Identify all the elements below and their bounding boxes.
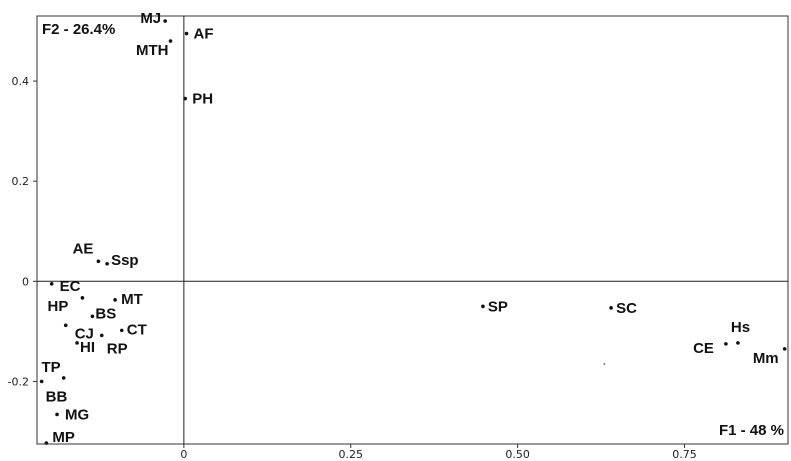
point-label: CT — [127, 321, 147, 338]
data-point — [75, 341, 79, 345]
data-point — [163, 19, 167, 23]
point-label: SC — [616, 300, 637, 317]
y-tick-label: 0.2 — [12, 175, 30, 188]
point-label: CJ — [75, 325, 94, 342]
x-axis-ticks: 0 0.25 0.50 0.75 — [180, 444, 697, 461]
y-axis-title: F2 - 26.4% — [42, 21, 115, 38]
data-point — [113, 298, 117, 302]
data-point — [44, 441, 49, 445]
data-point — [119, 328, 124, 333]
y-axis-ticks: 0.4 0.2 0 -0.2 — [8, 75, 37, 388]
point-label: AE — [73, 240, 94, 257]
point-label: HI — [80, 339, 95, 356]
data-point — [724, 342, 728, 346]
data-point — [168, 39, 173, 43]
point-label: Mm — [753, 350, 779, 367]
data-point — [49, 282, 54, 286]
plot-frame — [36, 15, 789, 445]
data-point — [80, 296, 85, 300]
point-label: CE — [693, 340, 714, 357]
point-label: MJ — [140, 10, 161, 27]
point-label: RP — [107, 340, 128, 357]
point-label: BB — [46, 388, 68, 405]
data-point — [736, 341, 740, 345]
point-label: MTH — [136, 42, 169, 59]
x-tick-label: 0.75 — [672, 448, 697, 461]
point-label: BS — [95, 305, 116, 322]
point-label: HP — [48, 298, 69, 315]
x-tick-label: 0 — [180, 448, 187, 461]
point-label: SP — [488, 298, 508, 315]
y-tick-label: 0 — [22, 275, 29, 288]
data-point — [105, 261, 109, 266]
data-point — [609, 306, 613, 310]
data-point — [481, 304, 485, 309]
stray-dot — [603, 362, 606, 365]
data-point — [55, 412, 59, 417]
data-point — [99, 333, 104, 338]
point-label: EC — [60, 278, 81, 295]
data-point — [96, 259, 101, 264]
point-label: MP — [52, 429, 75, 446]
point-label: Hs — [731, 319, 750, 336]
x-tick-label: 0.25 — [339, 448, 364, 461]
point-label: AF — [194, 26, 214, 43]
y-tick-label: 0.4 — [12, 75, 30, 88]
point-label: MG — [65, 406, 89, 423]
data-point — [63, 323, 68, 328]
x-tick-label: 0.50 — [505, 448, 530, 461]
point-label: MT — [121, 291, 143, 308]
point-label: TP — [42, 359, 61, 376]
point-label: Ssp — [111, 252, 139, 269]
y-tick-label: -0.2 — [8, 375, 29, 388]
data-point — [90, 314, 95, 319]
data-point — [61, 376, 66, 380]
data-point — [782, 347, 787, 351]
data-point — [39, 379, 44, 384]
data-point — [183, 96, 187, 101]
x-axis-title: F1 - 48 % — [719, 422, 784, 439]
data-point — [184, 31, 189, 36]
point-label: PH — [192, 91, 213, 108]
